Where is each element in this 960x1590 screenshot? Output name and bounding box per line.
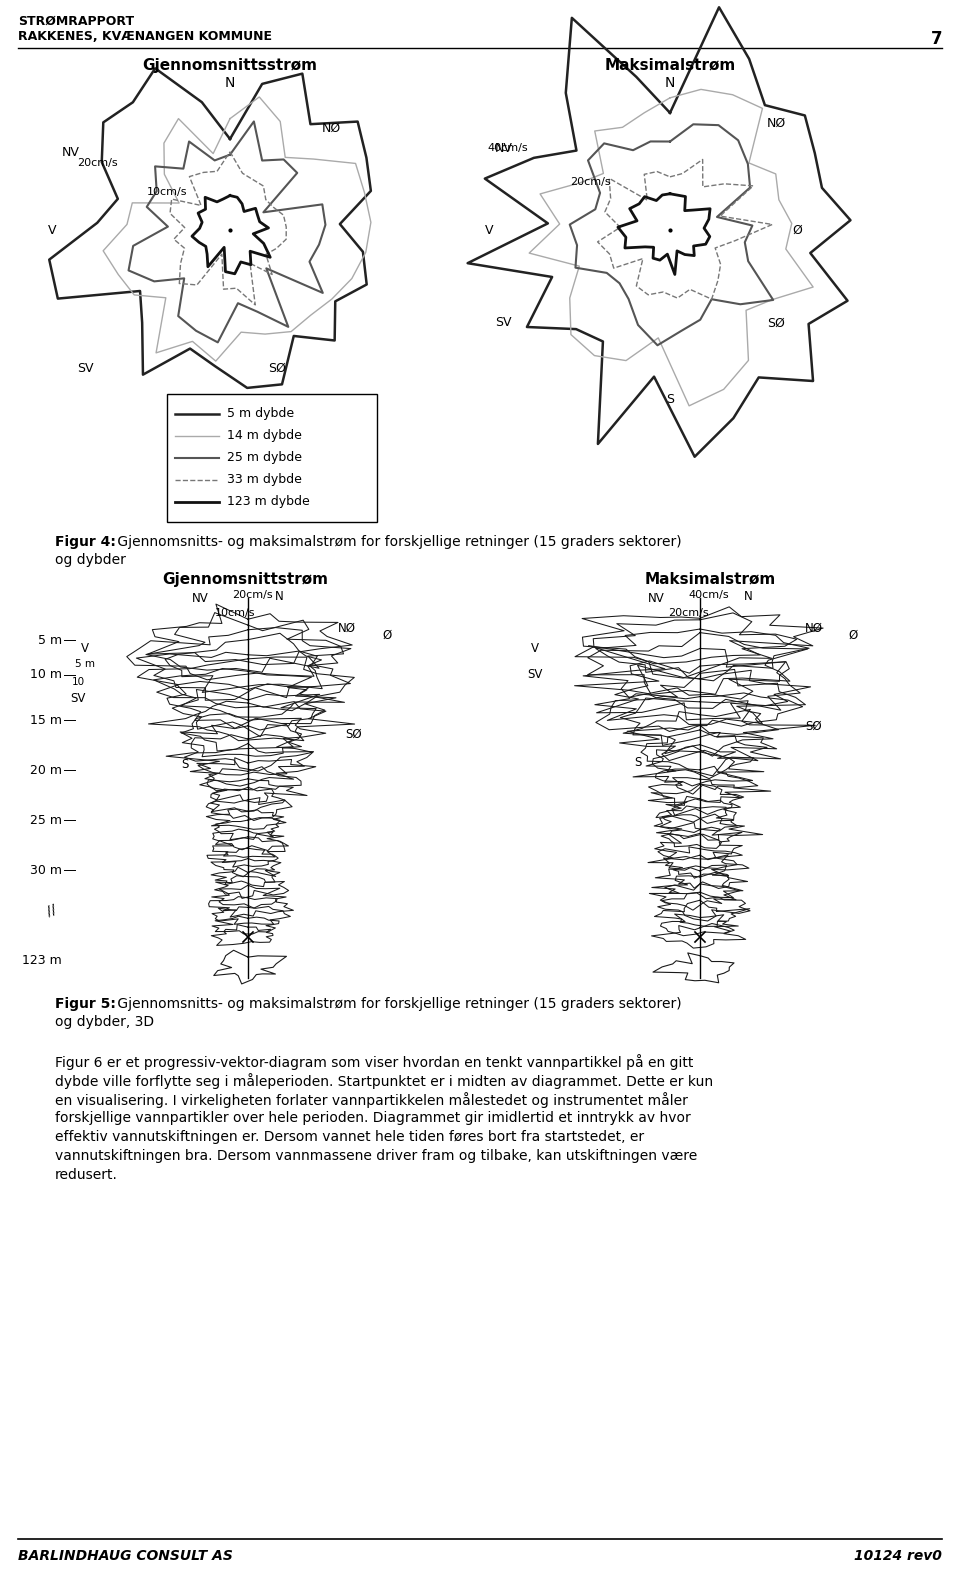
- Text: V: V: [485, 224, 493, 237]
- Text: //: //: [44, 902, 58, 917]
- Text: SØ: SØ: [345, 728, 362, 741]
- Text: 5 m dybde: 5 m dybde: [227, 407, 294, 420]
- Text: 20cm/s: 20cm/s: [570, 176, 611, 188]
- Text: 10cm/s: 10cm/s: [215, 607, 255, 619]
- Text: S: S: [181, 758, 189, 771]
- Text: NV: NV: [192, 591, 208, 606]
- Text: Ø: Ø: [848, 628, 857, 641]
- Text: SØ: SØ: [268, 361, 286, 375]
- Text: SØ: SØ: [767, 316, 785, 329]
- Text: Gjennomsnitts- og maksimalstrøm for forskjellige retninger (15 graders sektorer): Gjennomsnitts- og maksimalstrøm for fors…: [113, 534, 682, 549]
- Text: NØ: NØ: [767, 116, 786, 129]
- Text: RAKKENES, KVÆNANGEN KOMMUNE: RAKKENES, KVÆNANGEN KOMMUNE: [18, 30, 272, 43]
- Text: 14 m dybde: 14 m dybde: [227, 429, 301, 442]
- Text: 10124 rev0: 10124 rev0: [854, 1549, 942, 1563]
- Text: V: V: [48, 224, 57, 237]
- Text: Gjennomsnitts- og maksimalstrøm for forskjellige retninger (15 graders sektorer): Gjennomsnitts- og maksimalstrøm for fors…: [113, 997, 682, 1011]
- Text: Maksimalstrøm: Maksimalstrøm: [605, 57, 735, 73]
- Text: 123 m: 123 m: [22, 954, 62, 967]
- Text: effektiv vannutskiftningen er. Dersom vannet hele tiden føres bort fra startsted: effektiv vannutskiftningen er. Dersom va…: [55, 1130, 644, 1143]
- Text: NV: NV: [495, 142, 513, 154]
- Text: Gjennomsnittsstrøm: Gjennomsnittsstrøm: [142, 57, 318, 73]
- Text: V: V: [81, 641, 89, 655]
- Text: dybde ville forflytte seg i måleperioden. Startpunktet er i midten av diagrammet: dybde ville forflytte seg i måleperioden…: [55, 1073, 713, 1089]
- Text: 20 m: 20 m: [30, 763, 62, 776]
- Text: forskjellige vannpartikler over hele perioden. Diagrammet gir imidlertid et innt: forskjellige vannpartikler over hele per…: [55, 1111, 691, 1126]
- Text: 20cm/s: 20cm/s: [668, 607, 708, 619]
- Text: N: N: [275, 590, 284, 603]
- Text: Figur 5:: Figur 5:: [55, 997, 116, 1011]
- Text: 30 m: 30 m: [30, 863, 62, 876]
- Text: 40cm/s: 40cm/s: [487, 143, 528, 153]
- Text: og dybder: og dybder: [55, 553, 126, 568]
- Text: 15 m: 15 m: [30, 714, 62, 727]
- Text: N: N: [225, 76, 235, 91]
- Text: 7: 7: [930, 30, 942, 48]
- Text: SV: SV: [70, 692, 85, 704]
- Text: 20cm/s: 20cm/s: [232, 590, 273, 599]
- Text: 25 m dybde: 25 m dybde: [227, 452, 302, 464]
- Bar: [167, 394, 377, 522]
- Text: og dybder, 3D: og dybder, 3D: [55, 1014, 155, 1029]
- Text: Ø: Ø: [382, 628, 392, 641]
- Text: Figur 6 er et progressiv-vektor-diagram som viser hvordan en tenkt vannpartikkel: Figur 6 er et progressiv-vektor-diagram …: [55, 1054, 693, 1070]
- Text: vannutskiftningen bra. Dersom vannmassene driver fram og tilbake, kan utskiftnin: vannutskiftningen bra. Dersom vannmassen…: [55, 1150, 697, 1162]
- Text: NØ: NØ: [338, 622, 356, 634]
- Text: 33 m dybde: 33 m dybde: [227, 474, 301, 487]
- Text: V: V: [531, 641, 539, 655]
- Text: SV: SV: [77, 361, 93, 375]
- Text: N: N: [744, 590, 753, 603]
- Text: 123 m dybde: 123 m dybde: [227, 496, 310, 509]
- Text: Figur 4:: Figur 4:: [55, 534, 116, 549]
- Text: SV: SV: [495, 316, 512, 329]
- Text: STRØMRAPPORT: STRØMRAPPORT: [18, 14, 134, 29]
- Text: 20cm/s: 20cm/s: [77, 157, 118, 169]
- Text: S: S: [635, 755, 641, 768]
- Text: NØ: NØ: [805, 622, 823, 634]
- Text: NV: NV: [648, 591, 664, 606]
- Text: en visualisering. I virkeligheten forlater vannpartikkelen målestedet og instrum: en visualisering. I virkeligheten forlat…: [55, 1092, 688, 1108]
- Text: NØ: NØ: [322, 121, 341, 135]
- Text: 10: 10: [71, 677, 84, 687]
- Text: BARLINDHAUG CONSULT AS: BARLINDHAUG CONSULT AS: [18, 1549, 233, 1563]
- Text: NV: NV: [62, 146, 80, 159]
- Text: redusert.: redusert.: [55, 1169, 118, 1181]
- Text: 25 m: 25 m: [30, 814, 62, 827]
- Text: Maksimalstrøm: Maksimalstrøm: [644, 572, 776, 587]
- Text: 10cm/s: 10cm/s: [147, 188, 187, 197]
- Text: S: S: [666, 393, 674, 405]
- Text: SØ: SØ: [805, 720, 822, 733]
- Text: 10 m: 10 m: [30, 668, 62, 682]
- Text: N: N: [665, 76, 675, 91]
- Text: 5 m: 5 m: [75, 658, 95, 669]
- Text: Gjennomsnittstrøm: Gjennomsnittstrøm: [162, 572, 328, 587]
- Text: Ø: Ø: [792, 224, 802, 237]
- Text: 5 m: 5 m: [37, 633, 62, 647]
- Text: 40cm/s: 40cm/s: [688, 590, 729, 599]
- Text: SV: SV: [527, 668, 542, 682]
